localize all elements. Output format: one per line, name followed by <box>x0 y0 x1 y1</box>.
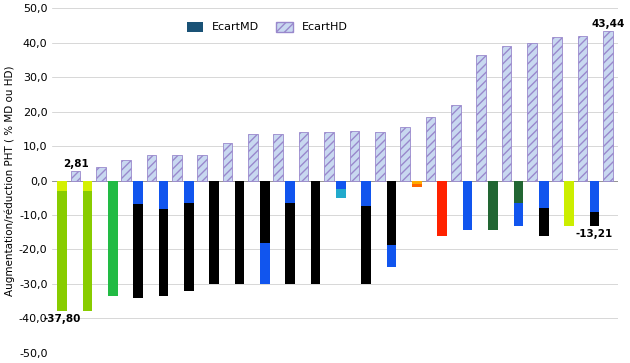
Text: 43,44: 43,44 <box>591 19 624 29</box>
Bar <box>400 127 410 180</box>
Bar <box>387 180 396 245</box>
Y-axis label: Augmentation/réduction PHT ( % MD ou HD): Augmentation/réduction PHT ( % MD ou HD) <box>4 65 14 296</box>
Bar <box>539 208 549 236</box>
Bar <box>451 105 461 180</box>
Bar <box>159 180 168 209</box>
Bar <box>134 180 143 204</box>
Bar <box>539 180 549 208</box>
Bar <box>184 203 193 291</box>
Bar <box>578 36 587 180</box>
Bar <box>590 212 599 226</box>
Bar <box>513 203 523 226</box>
Bar <box>248 134 258 180</box>
Bar <box>223 143 232 180</box>
Bar <box>527 42 537 180</box>
Bar <box>285 203 295 284</box>
Text: 2,81: 2,81 <box>62 159 88 169</box>
Bar <box>235 180 244 284</box>
Bar <box>336 189 346 198</box>
Bar <box>108 180 118 296</box>
Bar <box>184 180 193 203</box>
Text: -13,21: -13,21 <box>576 229 613 240</box>
Bar <box>159 209 168 296</box>
Bar <box>336 180 346 189</box>
Bar <box>501 46 511 180</box>
Bar <box>362 206 371 284</box>
Bar <box>590 180 599 212</box>
Bar <box>437 180 447 236</box>
Bar <box>147 155 156 180</box>
Bar <box>197 155 207 180</box>
Bar <box>324 132 334 180</box>
Text: -37,80: -37,80 <box>43 314 81 324</box>
Bar <box>350 131 359 180</box>
Bar <box>412 180 421 184</box>
Bar <box>209 180 219 284</box>
Bar <box>260 180 270 242</box>
Bar <box>96 167 106 180</box>
Bar <box>57 180 67 191</box>
Bar <box>375 132 384 180</box>
Bar <box>387 245 396 267</box>
Bar <box>426 117 435 180</box>
Bar <box>362 180 371 206</box>
Bar <box>476 55 486 180</box>
Legend: EcartMD, EcartHD: EcartMD, EcartHD <box>182 17 352 37</box>
Bar <box>260 242 270 284</box>
Bar <box>83 180 92 191</box>
Bar <box>57 191 67 311</box>
Bar <box>463 180 472 231</box>
Bar <box>513 180 523 203</box>
Bar <box>412 184 421 187</box>
Bar <box>488 180 498 231</box>
Bar <box>122 160 131 180</box>
Bar <box>273 134 283 180</box>
Bar <box>564 180 574 226</box>
Bar <box>134 204 143 298</box>
Bar <box>553 37 562 180</box>
Bar <box>603 31 612 180</box>
Bar <box>83 191 92 311</box>
Bar <box>285 180 295 203</box>
Bar <box>71 171 81 180</box>
Bar <box>311 180 321 284</box>
Bar <box>172 155 181 180</box>
Bar <box>299 132 309 180</box>
